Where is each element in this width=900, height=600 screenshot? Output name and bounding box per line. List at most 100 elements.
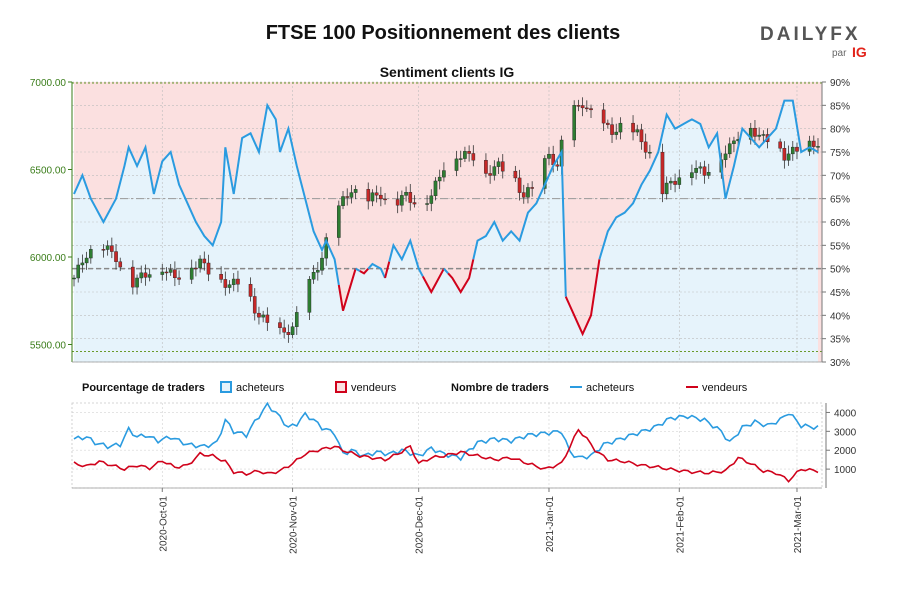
candle-body [139,272,144,279]
chart-title: FTSE 100 Positionnement des clients [265,22,621,44]
candle [341,191,345,210]
candle [433,177,438,201]
buyers-area [74,100,818,363]
candle-body [290,326,295,335]
candle-body [177,277,181,280]
count-tick-label: 2000 [834,446,857,457]
date-tick-label: 2020-Nov-01 [289,496,300,554]
brand-sub: par [832,48,847,59]
candle-body [513,170,518,179]
candle-body [761,134,766,136]
candle [488,165,492,184]
candle-body [790,146,795,155]
candle [698,162,703,174]
candle [572,100,577,147]
candle [471,145,476,167]
candle-body [690,172,694,178]
candle [349,185,354,204]
candle [702,160,707,184]
candle-body [585,107,589,110]
pct-tick-label: 40% [830,311,850,322]
candle-body [311,271,316,280]
legend-pct-sellers: vendeurs [351,382,397,394]
candle-body [118,261,123,268]
candle [606,119,610,129]
candle [135,274,139,295]
pct-tick-label: 45% [830,288,850,299]
candle-body [727,143,732,155]
candle [580,97,585,117]
buyers-count-line [73,401,819,462]
candle-body [231,278,236,285]
candle-body [408,192,413,203]
candle-body [84,257,89,264]
candle-body [643,141,648,153]
candle-body [324,237,329,259]
candle [160,263,165,281]
candle-body [454,158,459,171]
candle-body [76,264,81,279]
pct-tick-label: 80% [830,125,850,136]
candle [147,268,152,282]
candle [118,257,123,272]
candle-body [282,327,286,333]
candle [395,191,400,214]
candle-body [252,296,257,314]
candle-body [219,274,223,280]
candle-body [433,180,438,197]
count-tick-label: 3000 [834,427,857,438]
candle-body [198,258,202,269]
candle [404,186,408,202]
sentiment-segment [422,268,445,295]
candle-body [757,134,761,137]
legend-count-buyers: acheteurs [586,382,635,394]
candle-body [669,180,673,184]
candle-body [261,314,265,318]
candle-body [576,105,581,107]
candle-body [601,109,606,124]
candle-body [429,195,434,204]
candle-body [496,161,501,167]
candle-body [580,105,585,109]
candle [639,123,644,150]
candle [290,322,295,339]
candle-body [795,146,799,152]
candle-body [320,257,324,271]
candle-body [168,269,173,273]
candle [429,189,434,212]
candle-body [206,262,211,275]
candle [189,259,194,284]
sentiment-line [73,99,819,337]
date-tick-label: 2020-Dec-01 [415,496,426,554]
candle-body [471,153,476,161]
candle-body [257,312,261,318]
candle-body [341,196,345,206]
pct-tick-label: 60% [830,218,850,229]
candle [664,176,669,200]
candle [576,99,581,112]
candle-body [606,122,610,125]
candle-body [173,269,177,279]
axes: 7000.00 6500.00 6000.00 5500.00 90% 85% 80% 75%… [30,78,850,369]
candle [513,165,518,182]
candle [673,173,677,193]
candle [635,124,640,137]
price-tick-label: 6000.00 [30,253,67,264]
sentiment-segment [564,259,601,337]
candle [547,147,551,166]
sentiment-segment [598,99,819,260]
candle [194,261,198,277]
candle [631,115,635,141]
candle-body [660,151,665,195]
candle-body [89,249,93,259]
candle [236,270,240,293]
candle-body [248,284,253,297]
candle-body [143,272,148,278]
candle [694,160,698,180]
candle-body [664,182,669,195]
sentiment-segment [337,268,357,311]
candle-body [160,271,165,275]
candle [131,260,135,295]
candle-body [698,166,703,169]
brand-partner: IG [852,44,867,60]
